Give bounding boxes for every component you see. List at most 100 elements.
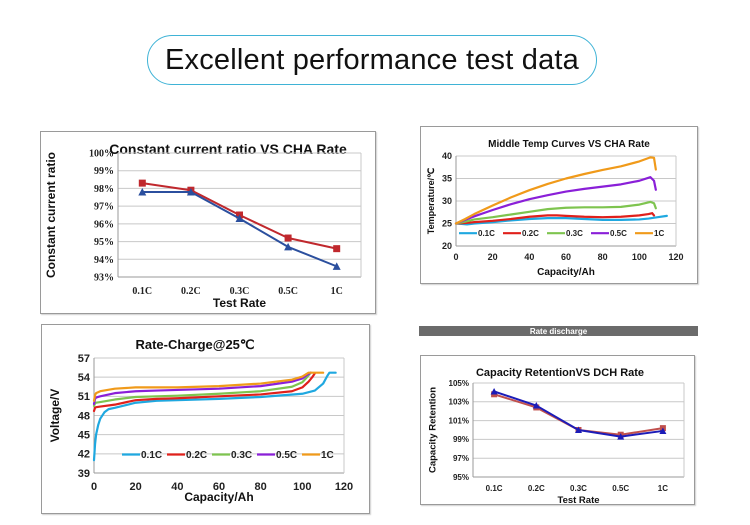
legend-label: 1C <box>654 229 664 238</box>
y-tick-label: 95% <box>94 237 114 248</box>
y-tick-label: 48 <box>78 410 90 422</box>
x-tick-label: 100 <box>293 481 311 493</box>
chart-panel-constant-current-ratio: Constant current ratio VS CHA Rate 93% 94%… <box>40 131 376 314</box>
series-line-0.2C <box>92 372 316 413</box>
y-axis-title: Temperature/℃ <box>426 168 436 234</box>
data-point-triangle <box>575 426 582 433</box>
chart-panel-middle-temp: Middle Temp Curves VS CHA Rate 20 25 30 35 40… <box>420 126 698 284</box>
y-axis-title: Constant current ratio <box>44 152 58 278</box>
x-tick-label: 120 <box>335 481 353 493</box>
chart-capacity-retention: Capacity RetentionVS DCH Rate 95% 97% 99% 10… <box>427 367 685 506</box>
data-point-triangle <box>186 187 195 196</box>
legend-label: 0.2C <box>186 450 207 461</box>
y-tick-label: 103% <box>449 398 469 407</box>
x-tick-label: 40 <box>524 252 534 262</box>
x-axis-title: Test Rate <box>557 495 599 506</box>
y-tick-label: 20 <box>442 241 452 251</box>
x-tick-label: 0 <box>91 481 97 493</box>
series-line-0.1C <box>92 371 337 462</box>
y-tick-label: 97% <box>94 202 114 213</box>
y-tick-label: 100% <box>89 149 114 160</box>
y-tick-label: 40 <box>442 151 452 161</box>
series-line-0.2C <box>454 212 656 225</box>
data-point-triangle <box>659 427 667 434</box>
x-tick-label: 0.1C <box>132 286 152 297</box>
data-point-triangle <box>617 433 625 440</box>
y-tick-label: 51 <box>78 391 90 403</box>
data-point-triangle <box>284 242 293 251</box>
legend-label: 0.1C <box>141 450 162 461</box>
x-tick-label: 60 <box>213 481 225 493</box>
data-point-triangle <box>235 214 244 223</box>
y-tick-label: 94% <box>94 255 114 266</box>
legend-label: 0.5C <box>610 229 627 238</box>
chart-title: Capacity RetentionVS DCH Rate <box>476 367 644 379</box>
x-tick-label: 80 <box>598 252 608 262</box>
data-point-triangle <box>532 402 540 409</box>
x-tick-label: 0.3C <box>230 286 250 297</box>
y-tick-label: 30 <box>442 196 452 206</box>
x-tick-label: 0.2C <box>181 286 201 297</box>
legend-label: 0.5C <box>276 450 297 461</box>
x-tick-label: 0.5C <box>278 286 298 297</box>
chart-panel-rate-charge: Rate-Charge@25℃ 39 42 45 48 51 54 57 0 20 40 60 80 10… <box>41 324 370 514</box>
y-tick-label: 25 <box>442 219 452 229</box>
x-tick-label: 80 <box>255 481 267 493</box>
x-tick-label: 1C <box>658 484 668 493</box>
y-tick-label: 54 <box>78 372 91 384</box>
series-line-0.3C <box>454 200 657 225</box>
x-tick-label: 20 <box>488 252 498 262</box>
x-axis-title: Test Rate <box>213 296 266 310</box>
x-tick-label: 20 <box>130 481 142 493</box>
chart-constant-current-ratio: Constant current ratio VS CHA Rate 93% 94%… <box>44 141 362 310</box>
legend-label: 0.3C <box>566 229 583 238</box>
y-axis-title: Voltage/V <box>48 389 62 443</box>
data-point-triangle <box>490 387 498 395</box>
data-point-square <box>284 234 292 242</box>
y-tick-label: 93% <box>94 273 114 284</box>
data-point-square <box>138 179 146 187</box>
y-tick-label: 101% <box>449 416 469 425</box>
x-axis-title: Capacity/Ah <box>184 490 253 504</box>
series-line-1C <box>92 371 325 402</box>
y-tick-label: 35 <box>442 174 452 184</box>
x-tick-label: 0.3C <box>570 484 587 493</box>
series-line-0.5C <box>92 371 312 406</box>
x-tick-label: 100 <box>632 252 647 262</box>
chart-panel-capacity-retention: Capacity RetentionVS DCH Rate 95% 97% 99% 10… <box>420 355 695 506</box>
rate-discharge-banner: Rate discharge <box>419 326 698 336</box>
page-title: Excellent performance test data <box>147 35 597 85</box>
chart-title: Rate-Charge@25℃ <box>135 337 254 352</box>
series-line-blue-triangle <box>141 190 338 268</box>
y-tick-label: 39 <box>78 468 90 480</box>
y-tick-label: 97% <box>453 454 469 463</box>
y-tick-label: 99% <box>453 435 469 444</box>
series-line-0.3C <box>92 371 312 408</box>
legend-label: 0.1C <box>478 229 495 238</box>
chart-title: Middle Temp Curves VS CHA Rate <box>488 139 650 150</box>
x-tick-label: 0.2C <box>528 484 545 493</box>
y-tick-label: 98% <box>94 184 114 195</box>
series-line-0.5C <box>454 176 657 225</box>
x-tick-label: 0.5C <box>612 484 629 493</box>
y-tick-label: 99% <box>94 166 114 177</box>
y-tick-label: 95% <box>453 473 469 482</box>
x-tick-label: 0.1C <box>486 484 503 493</box>
legend-label: 0.3C <box>231 450 252 461</box>
x-tick-label: 40 <box>171 481 183 493</box>
legend-label: 1C <box>321 450 334 461</box>
y-tick-label: 45 <box>78 430 90 442</box>
x-axis-title: Capacity/Ah <box>537 267 595 278</box>
y-tick-label: 57 <box>78 353 90 365</box>
legend-label: 0.2C <box>522 229 539 238</box>
data-point-triangle <box>138 187 147 196</box>
y-tick-label: 42 <box>78 449 90 461</box>
y-tick-label: 96% <box>94 219 114 230</box>
data-point-triangle <box>332 262 341 270</box>
chart-title: Constant current ratio VS CHA Rate <box>109 141 347 157</box>
y-axis-title: Capacity Retention <box>427 387 438 473</box>
y-tick-label: 105% <box>449 379 469 388</box>
chart-middle-temp: Middle Temp Curves VS CHA Rate 20 25 30 35 40… <box>426 139 683 278</box>
x-tick-label: 0 <box>453 252 458 262</box>
chart-rate-charge: Rate-Charge@25℃ 39 42 45 48 51 54 57 0 20 40 60 80 10… <box>48 337 353 504</box>
